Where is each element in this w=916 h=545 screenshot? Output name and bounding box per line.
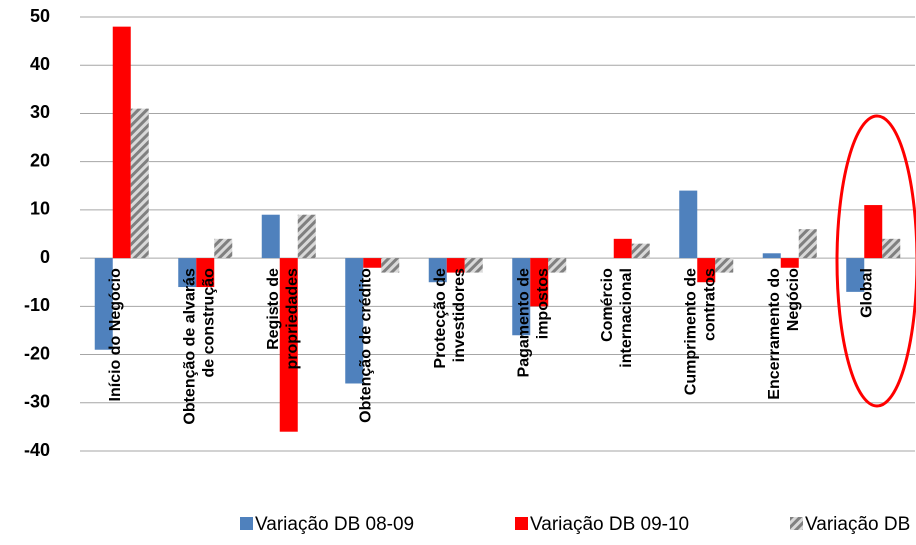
y-tick-label: -40 <box>24 440 50 460</box>
highlight-ellipse <box>835 114 916 408</box>
bar <box>428 258 447 283</box>
bar <box>846 258 865 292</box>
y-tick-label: -10 <box>24 295 50 315</box>
bar <box>214 238 233 259</box>
y-tick-label: -30 <box>24 392 50 412</box>
bar <box>261 214 280 259</box>
bar <box>613 238 632 259</box>
x-tick-label: Encerramento do Negócio <box>766 268 802 400</box>
bar <box>363 258 382 268</box>
legend-label: Variação DB 09-10 <box>530 514 689 535</box>
bar <box>762 253 781 259</box>
bar <box>679 190 698 259</box>
bar <box>697 258 716 283</box>
x-tick-label: Obtenção de alvarás de construção <box>181 268 217 425</box>
y-tick-label: 40 <box>30 54 50 74</box>
bar <box>864 205 883 259</box>
legend-swatch <box>790 517 803 530</box>
x-tick-label: Registo de propriedades <box>265 268 301 369</box>
x-tick-label: Comércio internacional <box>599 268 635 368</box>
bar <box>345 258 364 384</box>
x-tick-label: Obtenção de crédito <box>357 268 374 423</box>
y-tick-label: 20 <box>30 150 50 170</box>
y-tick-label: 30 <box>30 102 50 122</box>
bar <box>446 258 465 273</box>
bar <box>882 238 901 259</box>
bar <box>381 258 400 273</box>
bar <box>297 214 316 259</box>
y-tick-label: 10 <box>30 199 50 219</box>
bar <box>196 258 215 288</box>
x-tick-label: Pagamento de impostos <box>515 268 551 377</box>
bar <box>130 108 149 259</box>
bar <box>279 258 298 432</box>
y-tick-label: -20 <box>24 343 50 363</box>
x-tick-label: Cumprimento de contratos <box>682 268 718 395</box>
legend-swatch <box>240 517 253 530</box>
x-tick-label: Início do Negócio <box>107 268 124 402</box>
legend-swatch <box>515 517 528 530</box>
x-tick-label: Protecção de investidores <box>432 268 468 369</box>
bar <box>530 258 549 307</box>
bar <box>715 258 734 273</box>
legend-label: Variação DB 08-09 <box>255 514 414 535</box>
bar <box>464 258 483 273</box>
bar <box>798 229 817 259</box>
y-tick-label: 50 <box>30 6 50 26</box>
x-tick-label: Global <box>858 268 875 318</box>
bar <box>548 258 567 273</box>
bar <box>112 26 131 259</box>
legend-label: Variação DB 10-11 <box>805 514 916 535</box>
bar <box>512 258 531 336</box>
y-tick-label: 0 <box>40 247 50 267</box>
bar <box>178 258 197 288</box>
bar <box>780 258 799 268</box>
bar <box>631 243 650 259</box>
bar <box>94 258 113 350</box>
